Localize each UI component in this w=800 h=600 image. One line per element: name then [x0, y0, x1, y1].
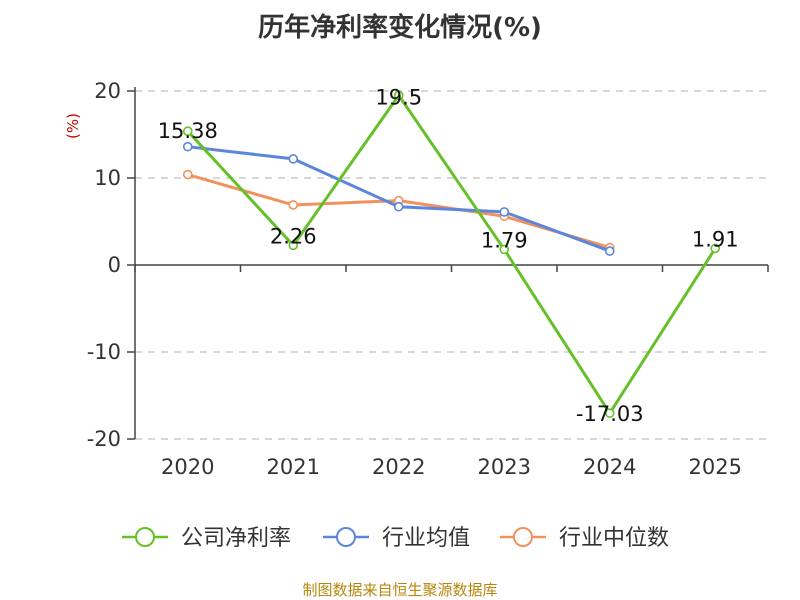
data-point [499, 207, 510, 217]
grid [135, 90, 768, 440]
y-tick-label: -20 [87, 427, 121, 451]
x-tick-label: 2020 [161, 455, 214, 479]
data-label: 2.26 [270, 224, 317, 248]
legend-label: 行业中位数 [559, 526, 669, 551]
y-tick-label: 0 [108, 253, 121, 277]
data-label: 15.38 [158, 119, 218, 143]
source-note: 制图数据来自恒生聚源数据库 [302, 581, 497, 599]
x-tick-label: 2025 [689, 455, 742, 479]
data-labels: 15.38 2.26 19.5 1.79 -17.03 1.91 [158, 85, 739, 426]
y-axis-unit: (%) [64, 113, 82, 139]
legend-label: 公司净利率 [181, 526, 291, 551]
data-point [393, 201, 404, 212]
x-tick-label: 2023 [478, 455, 531, 479]
legend: 公司净利率 行业均值 行业中位数 [122, 526, 669, 551]
data-label: 19.5 [375, 85, 422, 109]
y-tick-label: 20 [94, 79, 121, 103]
series [182, 90, 721, 418]
legend-label: 行业均值 [382, 526, 470, 551]
legend-item[interactable]: 行业均值 [323, 526, 470, 551]
x-tick-label: 2022 [372, 455, 425, 479]
legend-marker [336, 527, 356, 547]
data-point [288, 200, 299, 210]
data-point [182, 141, 193, 152]
y-tick-label: -10 [87, 340, 121, 364]
y-tick-label: 10 [94, 166, 121, 190]
legend-item[interactable]: 公司净利率 [122, 526, 291, 551]
legend-marker [513, 527, 533, 547]
data-point [604, 246, 615, 256]
chart-title: 历年净利率变化情况(%) [258, 12, 542, 43]
x-tick-label: 2024 [583, 455, 636, 479]
legend-item[interactable]: 行业中位数 [500, 526, 669, 551]
data-label: 1.91 [692, 227, 739, 251]
data-point [288, 240, 299, 251]
data-point [710, 243, 721, 254]
data-point [393, 90, 404, 101]
data-point [182, 169, 193, 180]
data-point [499, 244, 510, 255]
data-point [182, 126, 193, 136]
data-point [288, 154, 299, 164]
data-point [604, 408, 615, 418]
x-tick-label: 2021 [267, 455, 320, 479]
series-line [186, 93, 717, 415]
legend-marker [135, 527, 155, 547]
axes: 20 10 0 -10 -20 2020 2021 2022 2023 2024 2025 [87, 79, 769, 479]
data-label: 1.79 [481, 228, 528, 252]
data-label: -17.03 [576, 402, 644, 426]
